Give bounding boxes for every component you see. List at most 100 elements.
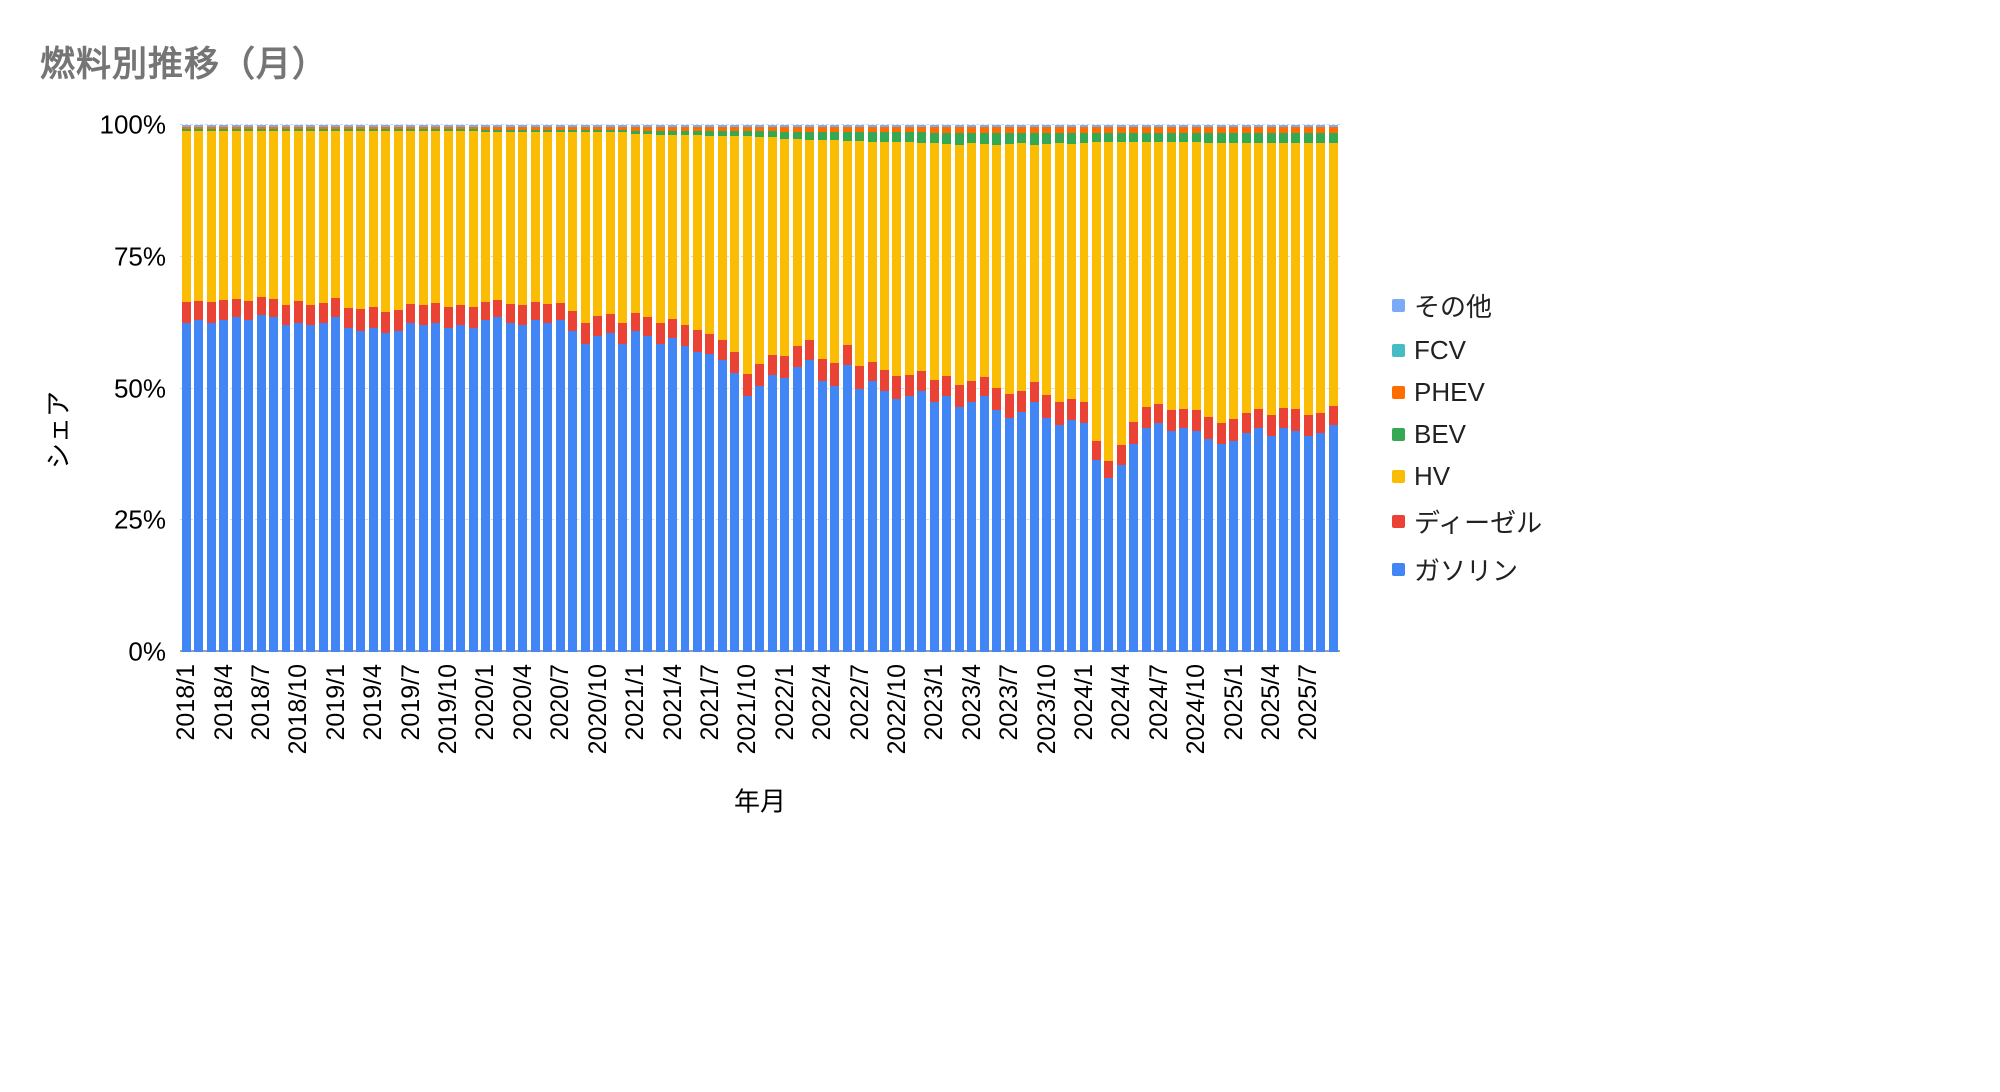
segment-fcv[interactable]	[830, 126, 840, 128]
segment-phev[interactable]	[1216, 127, 1226, 133]
segment-other[interactable]	[880, 125, 889, 127]
bar[interactable]	[929, 125, 939, 652]
segment-bev[interactable]	[1241, 133, 1251, 144]
segment-gasoline[interactable]	[219, 320, 229, 652]
segment-fcv[interactable]	[1241, 126, 1251, 128]
bar[interactable]	[418, 125, 428, 652]
segment-hv[interactable]	[992, 144, 1002, 388]
bar[interactable]	[543, 125, 553, 652]
bar[interactable]	[892, 125, 902, 652]
segment-hv[interactable]	[244, 130, 254, 301]
segment-gasoline[interactable]	[1029, 401, 1039, 652]
segment-hv[interactable]	[1316, 143, 1326, 414]
segment-gasoline[interactable]	[904, 396, 914, 652]
segment-gasoline[interactable]	[381, 333, 391, 652]
segment-fcv[interactable]	[1279, 126, 1288, 128]
segment-hv[interactable]	[368, 130, 378, 308]
segment-fcv[interactable]	[917, 126, 927, 128]
segment-bev[interactable]	[231, 129, 241, 131]
segment-bev[interactable]	[1004, 132, 1014, 144]
segment-hv[interactable]	[1191, 142, 1201, 411]
segment-phev[interactable]	[954, 127, 964, 133]
segment-gasoline[interactable]	[1166, 430, 1176, 652]
segment-phev[interactable]	[505, 127, 515, 130]
segment-diesel[interactable]	[1191, 410, 1201, 431]
segment-fcv[interactable]	[630, 126, 640, 128]
bar[interactable]	[942, 125, 952, 652]
segment-gasoline[interactable]	[1004, 417, 1014, 652]
segment-hv[interactable]	[443, 131, 453, 307]
segment-phev[interactable]	[1141, 127, 1151, 133]
segment-fcv[interactable]	[1029, 126, 1039, 128]
segment-gasoline[interactable]	[1116, 464, 1126, 652]
segment-hv[interactable]	[543, 131, 553, 304]
segment-gasoline[interactable]	[842, 364, 852, 652]
segment-bev[interactable]	[1054, 132, 1064, 144]
segment-bev[interactable]	[655, 131, 665, 135]
bar[interactable]	[992, 125, 1002, 652]
segment-fcv[interactable]	[680, 126, 690, 128]
segment-bev[interactable]	[1316, 133, 1326, 144]
segment-fcv[interactable]	[269, 126, 278, 128]
segment-diesel[interactable]	[505, 303, 515, 323]
segment-fcv[interactable]	[755, 126, 765, 128]
bar[interactable]	[1328, 125, 1338, 652]
segment-diesel[interactable]	[630, 312, 640, 331]
segment-gasoline[interactable]	[742, 396, 752, 652]
segment-gasoline[interactable]	[705, 354, 715, 652]
segment-hv[interactable]	[655, 134, 665, 324]
segment-phev[interactable]	[244, 127, 254, 130]
segment-other[interactable]	[717, 125, 727, 127]
bar[interactable]	[318, 125, 328, 652]
segment-hv[interactable]	[481, 131, 490, 302]
segment-phev[interactable]	[368, 127, 378, 130]
segment-bev[interactable]	[1229, 133, 1239, 143]
segment-hv[interactable]	[730, 136, 740, 352]
segment-phev[interactable]	[1154, 127, 1164, 133]
segment-hv[interactable]	[1216, 142, 1226, 423]
segment-other[interactable]	[630, 125, 640, 127]
segment-hv[interactable]	[1179, 141, 1189, 409]
segment-gasoline[interactable]	[1303, 435, 1313, 652]
segment-phev[interactable]	[269, 127, 278, 130]
segment-other[interactable]	[805, 125, 815, 127]
segment-other[interactable]	[431, 125, 441, 127]
segment-fcv[interactable]	[1116, 126, 1126, 128]
segment-phev[interactable]	[618, 127, 628, 130]
segment-hv[interactable]	[1054, 143, 1064, 403]
segment-other[interactable]	[1179, 125, 1189, 127]
segment-other[interactable]	[1154, 125, 1164, 127]
segment-other[interactable]	[1216, 125, 1226, 127]
segment-fcv[interactable]	[518, 126, 528, 128]
segment-diesel[interactable]	[1129, 422, 1139, 444]
segment-diesel[interactable]	[742, 373, 752, 397]
segment-bev[interactable]	[530, 129, 540, 132]
segment-phev[interactable]	[705, 127, 715, 132]
bar[interactable]	[331, 125, 341, 652]
segment-bev[interactable]	[1216, 132, 1226, 143]
segment-other[interactable]	[792, 125, 802, 127]
segment-gasoline[interactable]	[1328, 425, 1338, 652]
segment-other[interactable]	[1279, 125, 1288, 127]
segment-hv[interactable]	[904, 142, 914, 375]
segment-diesel[interactable]	[219, 299, 229, 320]
segment-fcv[interactable]	[256, 126, 266, 128]
bar[interactable]	[1104, 125, 1114, 652]
segment-diesel[interactable]	[805, 340, 815, 360]
segment-other[interactable]	[456, 125, 466, 127]
segment-hv[interactable]	[1166, 142, 1176, 411]
segment-diesel[interactable]	[1042, 395, 1052, 418]
segment-hv[interactable]	[431, 130, 441, 304]
bar[interactable]	[1017, 125, 1027, 652]
segment-diesel[interactable]	[256, 297, 266, 315]
segment-other[interactable]	[1104, 125, 1114, 127]
segment-other[interactable]	[181, 125, 191, 127]
segment-bev[interactable]	[892, 132, 902, 143]
segment-phev[interactable]	[1054, 127, 1064, 133]
bar[interactable]	[1004, 125, 1014, 652]
segment-bev[interactable]	[904, 132, 914, 143]
bar[interactable]	[655, 125, 665, 652]
segment-other[interactable]	[618, 125, 628, 127]
segment-bev[interactable]	[1303, 133, 1313, 143]
segment-gasoline[interactable]	[406, 322, 416, 652]
